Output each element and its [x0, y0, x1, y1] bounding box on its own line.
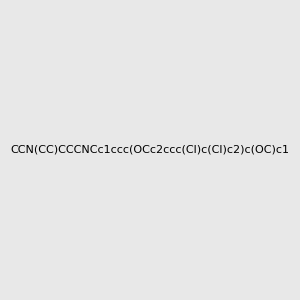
Text: CCN(CC)CCCNCc1ccc(OCc2ccc(Cl)c(Cl)c2)c(OC)c1: CCN(CC)CCCNCc1ccc(OCc2ccc(Cl)c(Cl)c2)c(O…	[11, 145, 290, 155]
